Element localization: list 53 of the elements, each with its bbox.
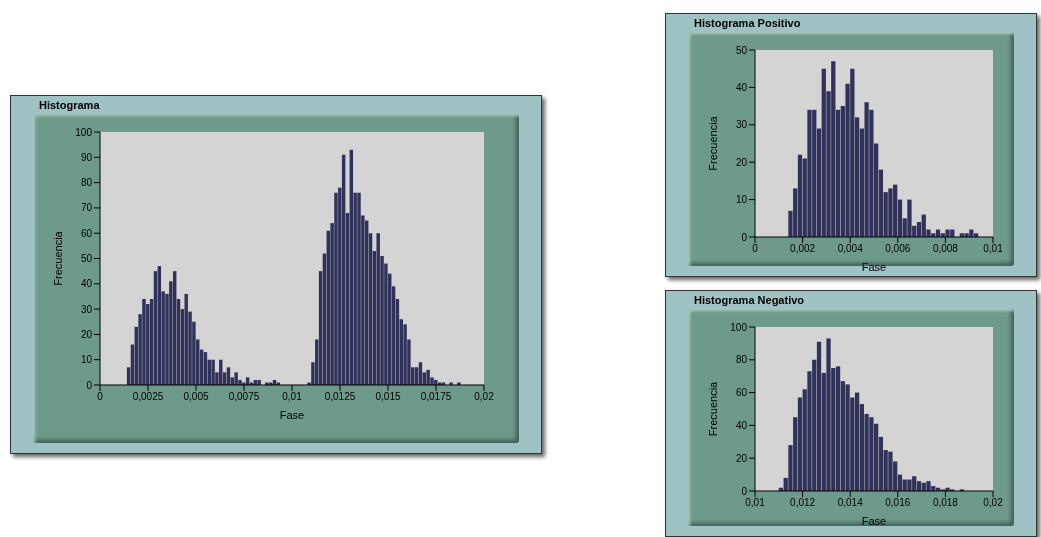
y-tick-label: 0	[86, 379, 93, 391]
y-tick-label: 60	[735, 387, 748, 399]
y-tick-label: 20	[735, 452, 748, 464]
y-tick-label: 40	[80, 278, 93, 290]
y-tick-label: 80	[80, 177, 93, 189]
y-tick-label: 0	[741, 231, 748, 243]
x-axis-title: Fase	[861, 515, 887, 527]
x-tick-label: 0,0025	[132, 391, 164, 403]
chart-title: Histograma Positivo	[694, 17, 801, 29]
x-tick-label: 0,01	[983, 243, 1004, 255]
y-tick-label: 100	[75, 126, 93, 138]
y-tick-label: 0	[741, 485, 748, 497]
y-tick-label: 90	[80, 151, 93, 163]
x-tick-label: 0,0175	[420, 391, 452, 403]
x-tick-label: 0,0075	[228, 391, 260, 403]
x-tick-label: 0,02	[983, 497, 1004, 509]
y-tick-label: 40	[735, 81, 748, 93]
y-tick-label: 40	[735, 419, 748, 431]
y-tick-label: 80	[735, 354, 748, 366]
y-tick-label: 30	[80, 303, 93, 315]
y-tick-label: 10	[735, 194, 748, 206]
x-tick-label: 0	[752, 243, 759, 255]
x-tick-label: 0,01	[745, 497, 766, 509]
x-axis-title: Fase	[861, 261, 887, 273]
y-tick-label: 50	[735, 44, 748, 56]
chart-title: Histograma	[39, 99, 100, 111]
x-tick-label: 0,012	[790, 497, 816, 509]
y-tick-label: 100	[730, 321, 748, 333]
x-tick-label: 0,0125	[324, 391, 356, 403]
x-tick-label: 0,005	[183, 391, 209, 403]
y-tick-label: 20	[80, 328, 93, 340]
x-tick-label: 0,014	[837, 497, 864, 509]
y-tick-label: 50	[80, 253, 93, 265]
x-tick-label: 0,018	[932, 497, 959, 509]
x-tick-label: 0,008	[932, 243, 959, 255]
y-tick-label: 10	[80, 354, 93, 366]
y-tick-label: 70	[80, 202, 93, 214]
y-axis-title: Frecuencia	[706, 115, 719, 171]
x-tick-label: 0,006	[885, 243, 911, 255]
x-tick-label: 0,016	[885, 497, 911, 509]
y-tick-label: 30	[735, 119, 748, 131]
y-tick-label: 60	[80, 227, 93, 239]
x-tick-label: 0	[97, 391, 104, 403]
y-tick-label: 20	[735, 156, 748, 168]
x-axis-title: Fase	[279, 409, 305, 421]
x-tick-label: 0,004	[837, 243, 864, 255]
y-axis-title: Frecuencia	[51, 230, 64, 286]
chart-title: Histograma Negativo	[694, 294, 805, 306]
y-axis-title: Frecuencia	[706, 380, 719, 437]
x-tick-label: 0,002	[790, 243, 816, 255]
x-tick-label: 0,02	[474, 391, 495, 403]
x-tick-label: 0,01	[282, 391, 303, 403]
x-tick-label: 0,015	[375, 391, 401, 403]
